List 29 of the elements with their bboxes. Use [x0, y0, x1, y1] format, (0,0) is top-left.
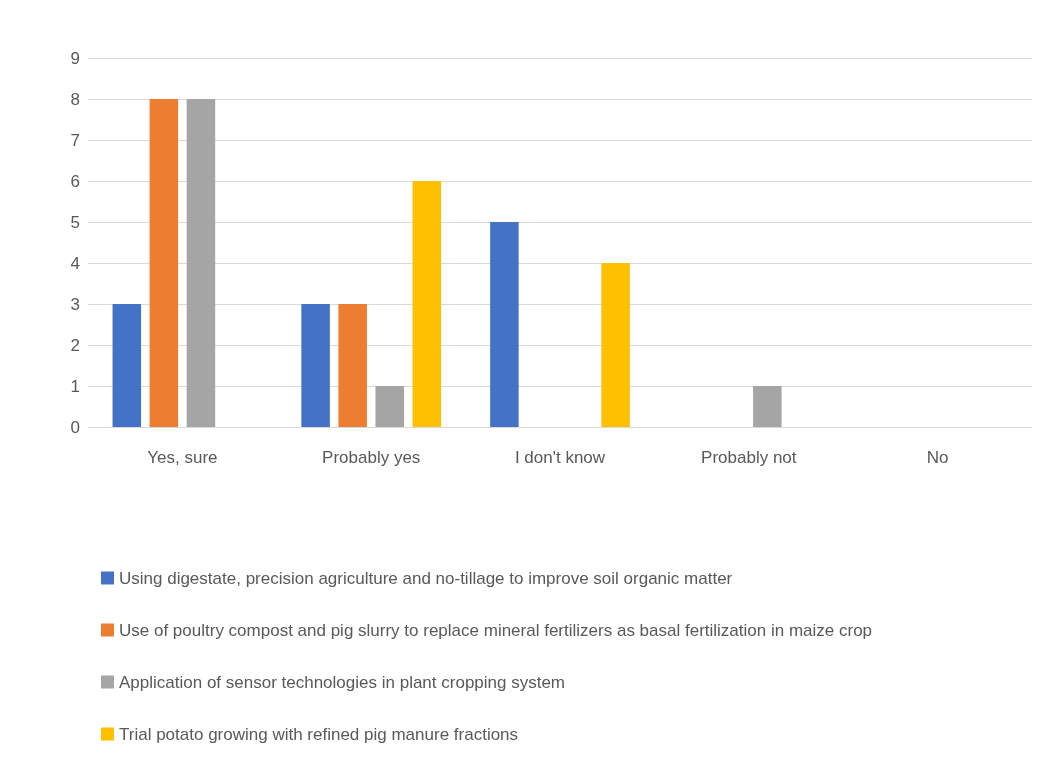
bar [186, 99, 216, 427]
y-tick-label: 4 [70, 253, 80, 273]
y-tick-label: 0 [70, 417, 80, 437]
y-tick-label: 3 [70, 294, 80, 314]
legend-label: Using digestate, precision agriculture and no-tillage to improve soil organic matter [119, 568, 733, 588]
bar [338, 304, 367, 427]
bar [753, 386, 782, 427]
y-tick-label: 1 [70, 376, 80, 396]
x-tick-label: No [926, 448, 949, 467]
legend-label: Use of poultry compost and pig slurry to replace mineral fertilizers as basal fertilization in maize crop [119, 620, 873, 640]
y-tick-label: 2 [70, 335, 80, 355]
legend-label: Trial potato growing with refined pig manure fractions [119, 724, 519, 744]
bar [375, 386, 404, 427]
bar [301, 304, 330, 427]
bar [412, 181, 442, 427]
x-tick-label: Probably not [701, 448, 797, 467]
legend-label: Application of sensor technologies in plant cropping system [119, 672, 566, 692]
x-tick-label: Probably yes [322, 448, 421, 467]
y-tick-label: 5 [70, 212, 80, 232]
y-tick-label: 8 [70, 89, 80, 109]
y-tick-label: 7 [70, 130, 80, 150]
y-tick-label: 9 [70, 48, 80, 68]
y-tick-label: 6 [70, 171, 80, 191]
bar [490, 222, 519, 427]
x-tick-label: Yes, sure [147, 448, 218, 467]
bar [601, 263, 630, 427]
bar [149, 99, 179, 427]
bar [112, 304, 142, 427]
x-tick-label: I don't know [514, 448, 606, 467]
